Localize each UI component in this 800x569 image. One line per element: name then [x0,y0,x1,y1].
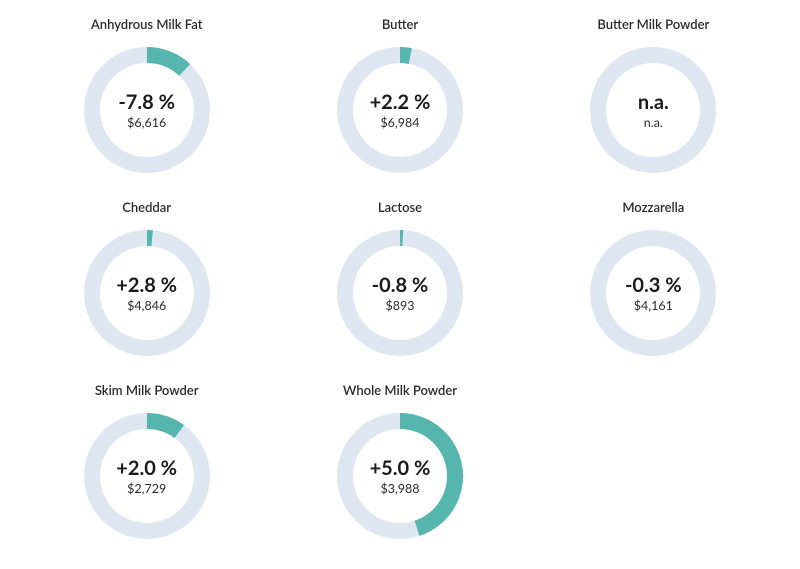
donut-center: +5.0 % $3,988 [330,406,470,546]
donut-title: Skim Milk Powder [95,382,199,398]
donut-pct: +2.0 % [116,457,177,479]
donut-cell: Butter Milk Powder n.a. n.a. [527,10,780,193]
donut-cell: Lactose -0.8 % $893 [273,193,526,376]
donut-cell: Cheddar +2.8 % $4,846 [20,193,273,376]
donut-chart: +5.0 % $3,988 [330,406,470,546]
donut-pct: -0.3 % [625,274,682,296]
donut-pct: -7.8 % [118,91,175,113]
empty-cell [527,376,780,559]
donut-title: Mozzarella [622,199,684,215]
donut-cell: Anhydrous Milk Fat -7.8 % $6,616 [20,10,273,193]
donut-price: $3,988 [380,481,419,496]
donut-center: +2.0 % $2,729 [77,406,217,546]
donut-title: Whole Milk Powder [343,382,457,398]
donut-price: $2,729 [127,481,166,496]
donut-center: -7.8 % $6,616 [77,40,217,180]
donut-center: -0.8 % $893 [330,223,470,363]
donut-chart: n.a. n.a. [583,40,723,180]
donut-cell: Skim Milk Powder +2.0 % $2,729 [20,376,273,559]
donut-title: Butter Milk Powder [597,16,709,32]
donut-chart: -7.8 % $6,616 [77,40,217,180]
donut-title: Lactose [378,199,422,215]
donut-center: +2.2 % $6,984 [330,40,470,180]
donut-cell: Whole Milk Powder +5.0 % $3,988 [273,376,526,559]
donut-pct: +2.8 % [116,274,177,296]
donut-pct: n.a. [638,91,669,113]
donut-chart: -0.8 % $893 [330,223,470,363]
donut-cell: Mozzarella -0.3 % $4,161 [527,193,780,376]
donut-title: Butter [382,16,418,32]
donut-price: n.a. [644,115,663,130]
donut-price: $6,616 [127,115,166,130]
donut-grid: Anhydrous Milk Fat -7.8 % $6,616 Butter … [0,0,800,569]
donut-price: $893 [385,298,414,313]
donut-price: $4,161 [634,298,673,313]
donut-price: $4,846 [127,298,166,313]
donut-title: Anhydrous Milk Fat [91,16,203,32]
donut-chart: +2.2 % $6,984 [330,40,470,180]
donut-center: +2.8 % $4,846 [77,223,217,363]
donut-pct: +5.0 % [370,457,431,479]
donut-price: $6,984 [380,115,419,130]
donut-center: -0.3 % $4,161 [583,223,723,363]
donut-chart: -0.3 % $4,161 [583,223,723,363]
donut-pct: -0.8 % [372,274,429,296]
donut-cell: Butter +2.2 % $6,984 [273,10,526,193]
donut-chart: +2.0 % $2,729 [77,406,217,546]
donut-title: Cheddar [122,199,171,215]
donut-pct: +2.2 % [370,91,431,113]
donut-chart: +2.8 % $4,846 [77,223,217,363]
donut-center: n.a. n.a. [583,40,723,180]
